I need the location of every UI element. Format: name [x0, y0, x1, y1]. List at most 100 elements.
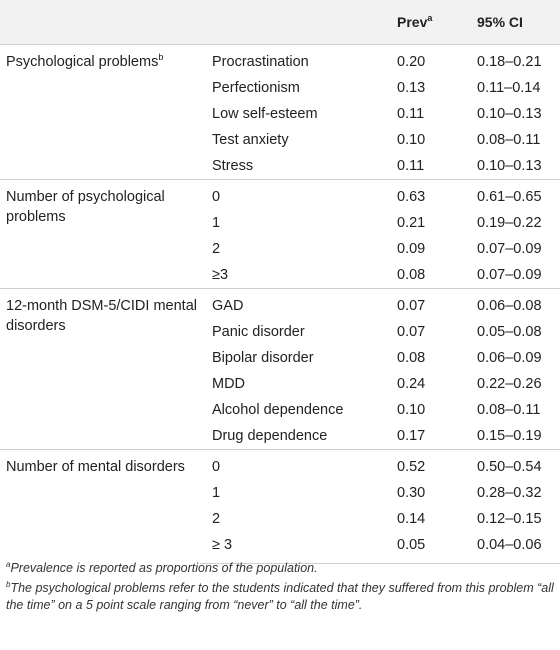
- table-body: Psychological problemsb Procrastination 0.…: [0, 44, 560, 564]
- table-row: ≥ 3 0.05 0.04–0.06: [0, 531, 560, 564]
- table-row: 12-month DSM-5/CIDI mental disorders GAD 0…: [0, 287, 560, 449]
- item-cell: Procrastination: [212, 53, 309, 70]
- category-cell: Psychological problemsb: [0, 44, 200, 179]
- category-cell: 12-month DSM-5/CIDI mental disorders: [0, 287, 200, 449]
- prev-cell: 0.09: [397, 240, 426, 257]
- prev-cell: 0.13: [397, 79, 426, 96]
- footnote-mark: a: [6, 560, 11, 569]
- ci-cell: 0.10–0.13: [477, 105, 542, 122]
- ci-cell: 0.12–0.15: [477, 510, 542, 527]
- ci-cell: 0.19–0.22: [477, 214, 542, 231]
- item-cell: 2: [212, 510, 221, 527]
- item-cell: Bipolar disorder: [212, 349, 314, 366]
- ci-cell: 0.07–0.09: [477, 266, 542, 283]
- prev-cell: 0.08: [397, 266, 426, 283]
- table-row: Drug dependence 0.17 0.15–0.19: [0, 423, 560, 450]
- table-row: 2 0.14 0.12–0.15: [0, 506, 560, 532]
- category-label: 12-month DSM-5/CIDI mental disorders: [6, 297, 197, 334]
- ci-cell: 0.11–0.14: [477, 79, 541, 96]
- item-cell: ≥ 3: [200, 531, 387, 564]
- prev-cell: 0.30: [397, 484, 426, 501]
- header-category: [0, 0, 200, 45]
- header-prev-sup: a: [427, 12, 433, 23]
- item-cell: GAD: [200, 287, 387, 319]
- item-cell: Perfectionism: [212, 79, 300, 96]
- item-cell: MDD: [212, 375, 246, 392]
- item-cell: ≥3: [212, 266, 229, 283]
- table-row: Alcohol dependence 0.10 0.08–0.11: [0, 397, 560, 423]
- table-header: Preva 95% CI: [0, 0, 560, 45]
- ci-cell: 0.07–0.09: [477, 240, 542, 257]
- footnotes: aPrevalence is reported as proportions o…: [6, 560, 554, 617]
- ci-cell: 0.28–0.32: [477, 484, 542, 501]
- table-row: Number of psychological problems 0 0.63 0.6…: [0, 178, 560, 288]
- item-cell: 0: [200, 178, 387, 210]
- table-row: MDD 0.24 0.22–0.26: [0, 371, 560, 397]
- prev-cell: 0.10: [397, 401, 426, 418]
- prev-cell: 0.05: [387, 531, 471, 564]
- ci-cell: 0.04–0.06: [471, 531, 560, 564]
- prev-cell: 0.52: [387, 448, 471, 480]
- table-row: Psychological problemsb Procrastination 0.…: [0, 44, 560, 75]
- prev-cell: 0.07: [387, 287, 471, 319]
- table-row: Stress 0.11 0.10–0.13: [0, 153, 560, 180]
- item-cell: 1: [212, 484, 221, 501]
- table-row: Number of mental disorders 0 0.52 0.50–0.54: [0, 448, 560, 563]
- prev-cell: 0.10: [397, 131, 426, 148]
- prev-cell: 0.14: [397, 510, 426, 527]
- table-row: Test anxiety 0.10 0.08–0.11: [0, 127, 560, 153]
- item-cell: Alcohol dependence: [212, 401, 344, 418]
- table-row: ≥3 0.08 0.07–0.09: [0, 262, 560, 289]
- item-cell: Panic disorder: [212, 323, 305, 340]
- prev-cell: 0.21: [397, 214, 426, 231]
- ci-cell: 0.50–0.54: [471, 448, 560, 480]
- table-row: 1 0.30 0.28–0.32: [0, 480, 560, 506]
- category-label: Number of psychological problems: [6, 188, 165, 225]
- prev-cell: 0.11: [397, 157, 425, 174]
- category-cell: Number of mental disorders: [0, 448, 200, 563]
- header-ci: 95% CI: [471, 0, 560, 45]
- prev-cell: 0.24: [397, 375, 426, 392]
- ci-cell: 0.61–0.65: [471, 178, 560, 210]
- category-label: Psychological problems: [6, 53, 159, 70]
- ci-cell: 0.05–0.08: [477, 323, 542, 340]
- prevalence-table: Preva 95% CI Psychological problemsb Proc…: [0, 0, 560, 564]
- prev-cell: 0.17: [397, 427, 426, 444]
- table-row: Low self-esteem 0.11 0.10–0.13: [0, 101, 560, 127]
- table-row: 2 0.09 0.07–0.09: [0, 236, 560, 262]
- ci-cell: 0.10–0.13: [477, 157, 542, 174]
- footnote-text: Prevalence is reported as proportions of…: [10, 561, 318, 575]
- category-sup: b: [158, 51, 164, 62]
- header-item: [200, 0, 387, 45]
- item-cell: 0: [200, 448, 387, 480]
- ci-cell: 0.08–0.11: [477, 131, 541, 148]
- footnote-b: bThe psychological problems refer to the…: [6, 580, 554, 614]
- ci-cell: 0.22–0.26: [477, 375, 542, 392]
- item-cell: Low self-esteem: [212, 105, 318, 122]
- prev-cell: 0.08: [397, 349, 426, 366]
- prev-cell: 0.63: [387, 178, 471, 210]
- prev-cell: 0.11: [397, 105, 425, 122]
- item-cell: 1: [212, 214, 221, 231]
- footnote-text: The psychological problems refer to the …: [6, 581, 554, 612]
- category-cell: Number of psychological problems: [0, 178, 200, 288]
- table-row: 1 0.21 0.19–0.22: [0, 210, 560, 236]
- ci-cell: 0.15–0.19: [477, 427, 542, 444]
- item-cell: Test anxiety: [212, 131, 289, 148]
- item-cell: Stress: [212, 157, 254, 174]
- item-cell: 2: [212, 240, 221, 257]
- prev-cell: 0.20: [397, 53, 426, 70]
- header-prev: Preva: [387, 0, 471, 45]
- footnote-a: aPrevalence is reported as proportions o…: [6, 560, 554, 577]
- ci-cell: 0.06–0.08: [471, 287, 560, 319]
- table-row: Bipolar disorder 0.08 0.06–0.09: [0, 345, 560, 371]
- ci-cell: 0.18–0.21: [477, 53, 542, 70]
- ci-cell: 0.08–0.11: [477, 401, 541, 418]
- prev-cell: 0.07: [397, 323, 426, 340]
- ci-cell: 0.06–0.09: [477, 349, 542, 366]
- table-row: Panic disorder 0.07 0.05–0.08: [0, 319, 560, 345]
- item-cell: Drug dependence: [212, 427, 328, 444]
- table-row: Perfectionism 0.13 0.11–0.14: [0, 75, 560, 101]
- header-row: Preva 95% CI: [0, 0, 560, 45]
